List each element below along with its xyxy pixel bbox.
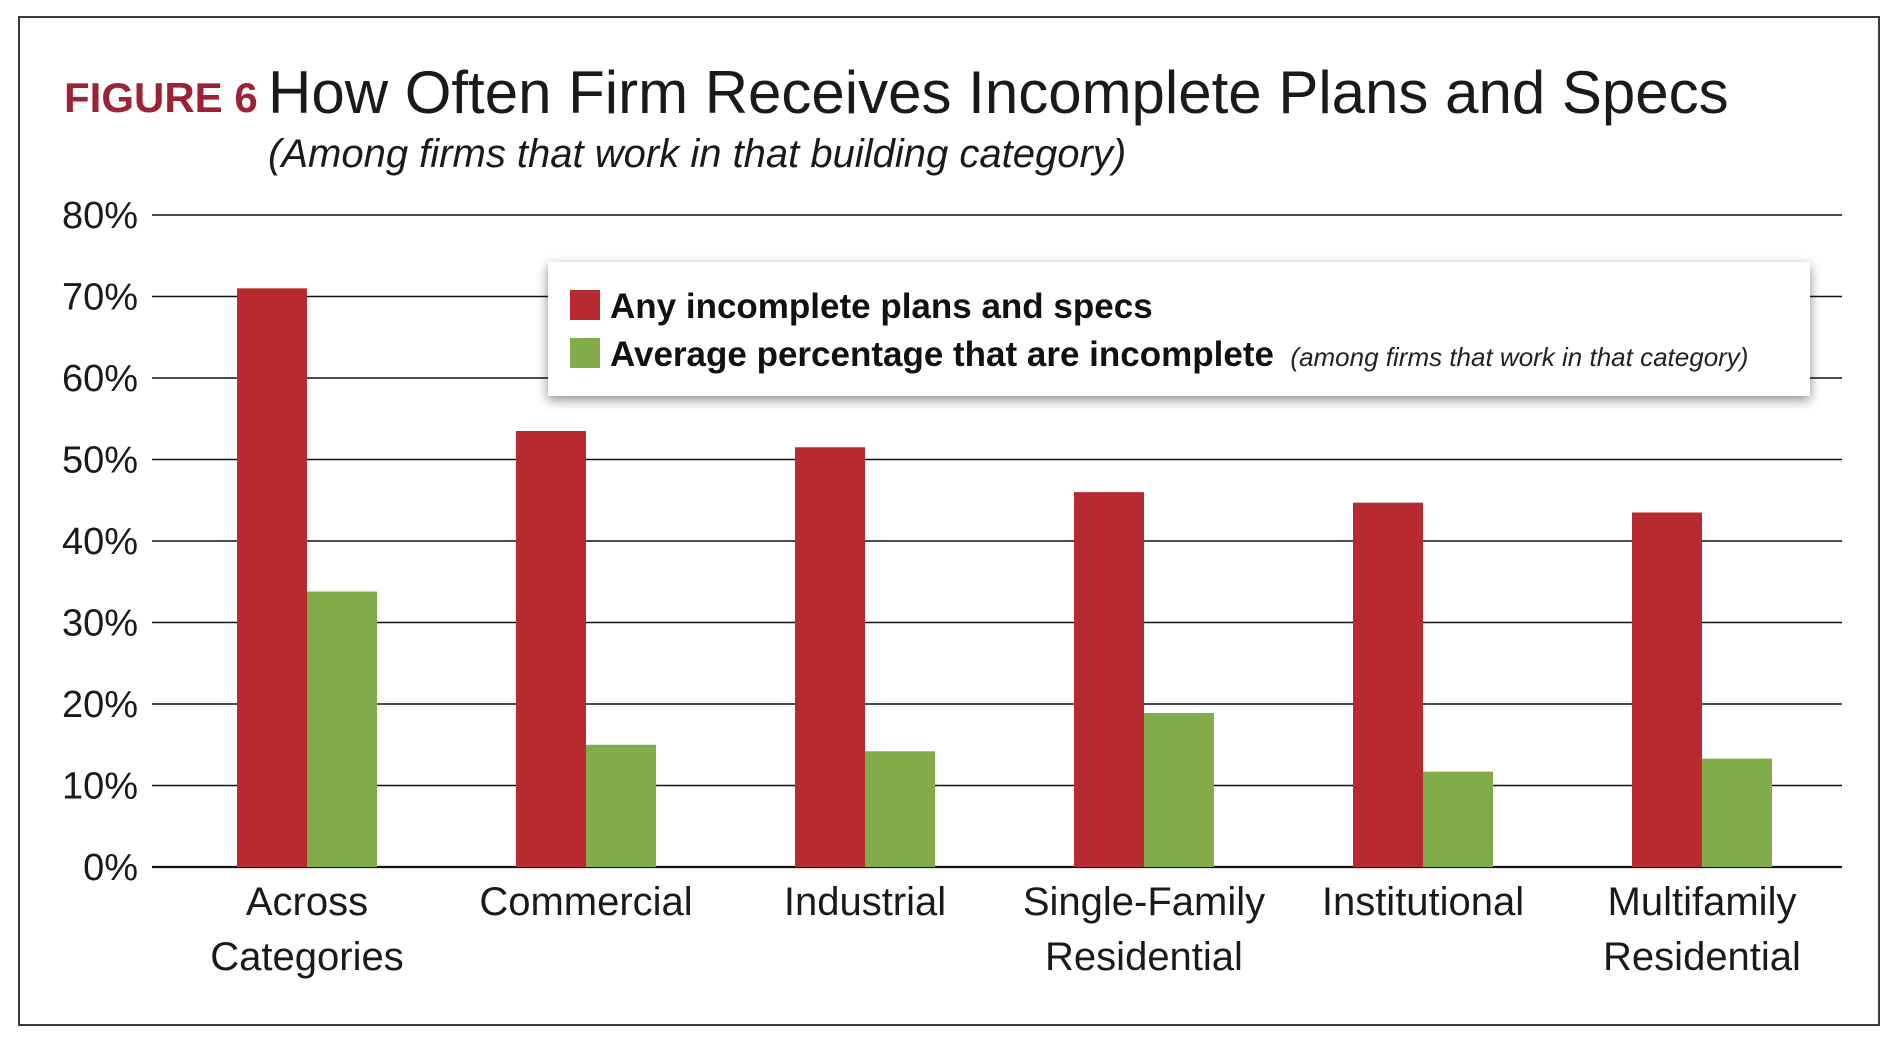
y-tick-label: 60% [62,358,138,400]
bar-series-1-2 [795,447,865,867]
category-label: Multifamily [1608,880,1797,924]
category-label: Residential [1603,935,1801,979]
bar-series-2-3 [1144,712,1214,867]
bars [237,288,1772,868]
bar-series-2-0 [307,591,377,867]
category-label: Categories [210,935,403,979]
x-axis-categories: Across Categories Commercial Industrial Sing… [210,880,1801,979]
chart-subtitle: (Among firms that work in that building … [268,132,1126,176]
chart-title: How Often Firm Receives Incomplete Plans… [268,59,1729,126]
legend-swatch-series-2 [570,338,600,368]
y-tick-label: 80% [62,195,138,237]
y-tick-label: 40% [62,521,138,563]
bar-series-2-2 [865,751,935,867]
y-tick-label: 10% [62,766,138,808]
bar-series-1-1 [516,430,586,867]
category-label: Industrial [784,880,946,924]
legend-line-series-2: Average percentage that are incomplete (… [610,335,1748,374]
category-label: Residential [1045,935,1243,979]
bar-series-2-4 [1423,771,1493,867]
category-label: Single-Family [1023,880,1265,924]
y-tick-label: 70% [62,277,138,319]
legend-note-series-2: (among firms that work in that category) [1290,342,1748,372]
category-label: Institutional [1322,880,1524,924]
y-tick-label: 30% [62,603,138,645]
legend-swatch-series-1 [570,290,600,320]
legend-label-series-2: Average percentage that are incomplete [610,335,1274,374]
figure-label: FIGURE 6 [64,74,258,121]
legend: Any incomplete plans and specs Average p… [548,262,1810,396]
bar-series-1-0 [237,288,307,868]
bar-series-1-5 [1632,512,1702,867]
y-tick-label: 50% [62,440,138,482]
bar-series-2-5 [1702,758,1772,867]
y-tick-label: 0% [83,847,138,889]
bar-series-1-3 [1074,492,1144,867]
legend-label-series-1: Any incomplete plans and specs [610,287,1153,326]
category-label: Across [246,880,368,924]
bar-series-1-4 [1353,502,1423,867]
y-axis-ticks: 0% 10% 20% 30% 40% 50% 60% 70% 80% [62,195,138,889]
legend-box [548,262,1810,396]
bar-series-2-1 [586,744,656,867]
y-tick-label: 20% [62,684,138,726]
category-label: Commercial [479,880,692,924]
